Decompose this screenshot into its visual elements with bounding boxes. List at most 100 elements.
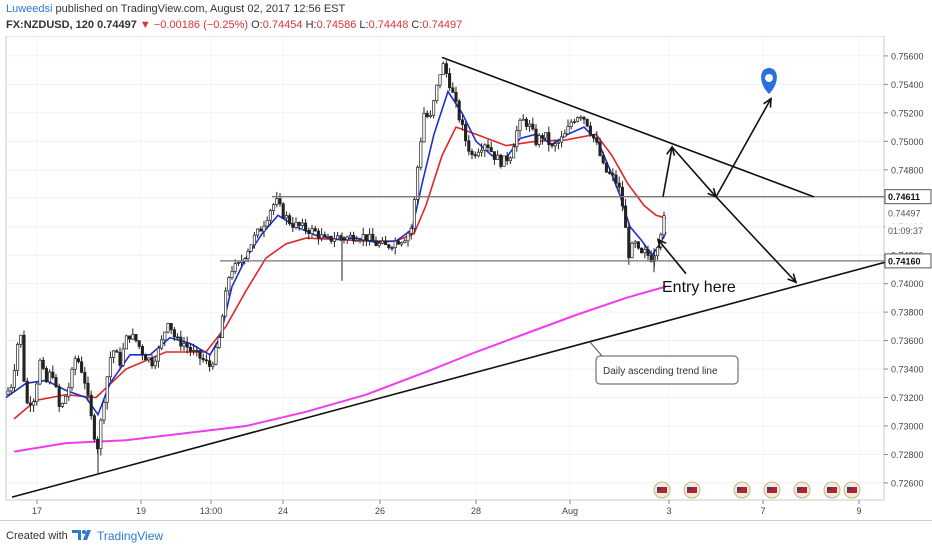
x-tick-label: 17 <box>32 506 42 516</box>
plot-frame <box>5 36 885 501</box>
open-label: O: <box>251 19 263 31</box>
y-tick-label: 0.75000 <box>891 137 924 147</box>
candle-body <box>246 250 250 259</box>
author-link[interactable]: Luweedsi <box>6 3 53 15</box>
candle-body <box>489 147 493 152</box>
chart-header: Luweedsi published on TradingView.com, A… <box>0 0 932 36</box>
candle-body <box>291 223 295 228</box>
candle-body <box>476 151 480 157</box>
candle-body <box>348 234 352 238</box>
event-flag-icon <box>683 481 701 499</box>
trend-line-note-box <box>595 355 739 385</box>
y-tick-label: 0.73600 <box>891 336 924 346</box>
candle-body <box>278 198 282 205</box>
candle-body <box>115 350 119 353</box>
candle-body <box>281 203 285 219</box>
candle-body <box>387 244 391 248</box>
candle-body <box>99 419 103 450</box>
candle-body <box>502 155 506 167</box>
candle-body <box>611 173 615 176</box>
x-tick-label: 28 <box>471 506 481 516</box>
candle-body <box>380 240 384 244</box>
candle-body <box>345 236 349 241</box>
candle-body <box>627 227 631 259</box>
candle-body <box>32 401 36 406</box>
candle-body <box>486 144 490 148</box>
candle-body <box>70 368 74 388</box>
candle-body <box>374 240 378 247</box>
candle-body <box>329 235 333 242</box>
candle-body <box>460 119 464 125</box>
x-tick-label: 26 <box>375 506 385 516</box>
candle-body <box>371 233 375 242</box>
time-axis[interactable]: 17 19 13:00 24 26 28 Aug 3 7 9 <box>32 500 862 516</box>
price-tag-label: 0.74611 <box>888 192 920 202</box>
candle-body <box>588 125 592 135</box>
candle-body <box>457 100 461 121</box>
candle-body <box>265 219 269 227</box>
candle-body <box>550 144 554 147</box>
high-value: 0.74586 <box>316 19 357 31</box>
candle-body <box>144 354 148 361</box>
candle-body <box>508 157 512 162</box>
candle-body <box>614 174 618 184</box>
flag-canton <box>687 487 691 490</box>
candle-body <box>284 215 288 219</box>
target-marker <box>761 68 777 94</box>
candle-body <box>51 371 55 378</box>
open-value: 0.74454 <box>262 19 303 31</box>
candle-body <box>22 334 26 382</box>
candle-body <box>195 349 199 352</box>
trend-line-note-pointer <box>589 341 603 357</box>
price-tag-box <box>885 205 931 220</box>
candle-body <box>377 243 381 247</box>
candle-body <box>419 141 423 168</box>
projection-arrow <box>671 146 717 198</box>
candle-body <box>320 234 324 239</box>
candle-body <box>156 347 160 362</box>
price-chart[interactable]: Entry here Daily ascending trend line 0.… <box>0 36 932 520</box>
candle-body <box>233 263 237 272</box>
last-price: 0.74497 <box>97 19 137 31</box>
price-tag-box <box>884 253 932 269</box>
candle-body <box>307 230 311 234</box>
tradingview-logo-icon <box>72 530 91 540</box>
price-tag-label: 0.74160 <box>888 256 921 266</box>
price-tag-box <box>885 223 931 238</box>
candle-body <box>572 120 576 123</box>
candle-body <box>137 340 141 347</box>
candle-body <box>608 171 612 174</box>
candle-body <box>342 237 346 241</box>
candle-body <box>534 128 538 145</box>
y-tick-label: 0.74800 <box>891 165 924 175</box>
price-tag-label: 01:09:37 <box>888 226 923 236</box>
x-tick-label: 24 <box>278 506 288 516</box>
candle-body <box>163 331 167 341</box>
flag-stripe <box>657 487 667 493</box>
price-tags: 0.74611 0.74497 01:09:37 0.74160 <box>884 189 932 269</box>
candle-body <box>566 126 570 135</box>
candle-body <box>310 228 314 234</box>
candle-body <box>524 118 528 127</box>
candle-body <box>153 360 157 367</box>
candle-body <box>249 244 253 252</box>
candle-body <box>409 227 413 234</box>
drawings <box>11 56 891 498</box>
tradingview-brand[interactable]: TradingView <box>97 529 164 543</box>
candle-body <box>236 262 240 264</box>
candle-body <box>643 249 647 254</box>
event-flag-icon <box>653 481 671 499</box>
event-flag-icon <box>823 481 841 499</box>
candle-body <box>118 351 122 366</box>
candle-body <box>512 146 516 159</box>
x-tick-label: 7 <box>760 506 765 516</box>
x-tick-label: 13:00 <box>200 506 223 516</box>
candle-body <box>569 121 573 127</box>
y-tick-label: 0.73400 <box>891 365 924 375</box>
candle-body <box>57 386 61 407</box>
quote-line: FX:NZDUSD, 120 0.74497 ▼ −0.00186 (−0.25… <box>6 19 462 31</box>
candle-body <box>454 92 458 102</box>
candle-body <box>182 343 186 347</box>
candle-body <box>176 336 180 339</box>
x-tick-label: 19 <box>136 506 146 516</box>
